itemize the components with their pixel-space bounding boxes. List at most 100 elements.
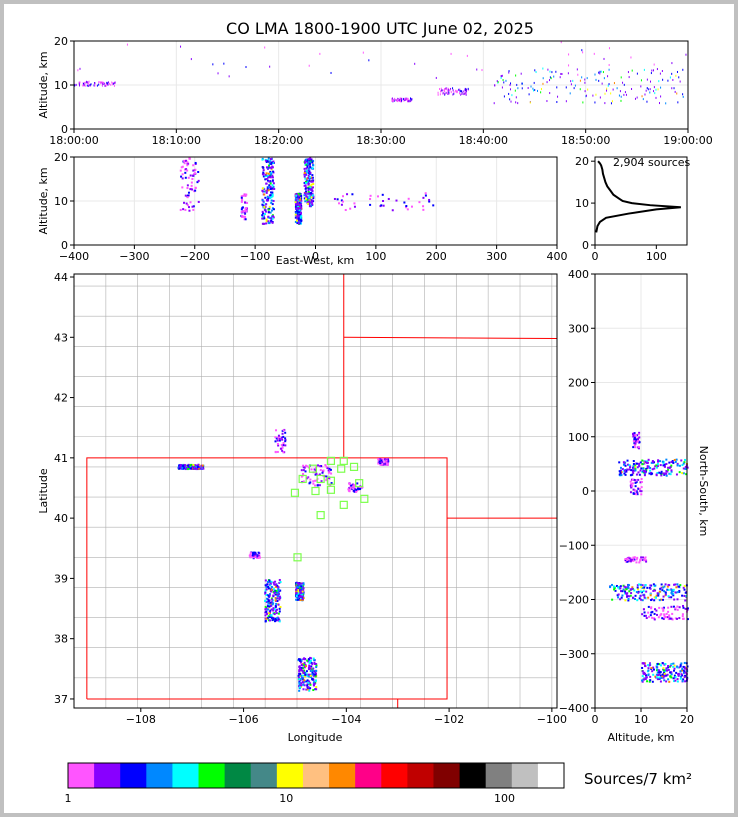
source-point xyxy=(272,216,275,219)
source-point xyxy=(643,68,645,71)
source-point xyxy=(264,46,266,49)
source-point xyxy=(268,160,271,163)
source-point xyxy=(274,617,277,620)
source-point xyxy=(303,175,306,178)
source-point xyxy=(272,609,275,612)
source-point xyxy=(269,170,272,173)
source-point xyxy=(297,192,300,195)
source-point xyxy=(674,679,677,682)
source-point xyxy=(294,205,297,208)
source-point xyxy=(681,594,684,597)
source-point xyxy=(584,78,586,81)
source-point xyxy=(681,464,684,467)
source-point xyxy=(382,199,385,202)
source-point xyxy=(295,588,298,591)
source-point xyxy=(659,671,662,674)
source-point xyxy=(302,469,305,472)
source-point xyxy=(509,88,511,91)
source-point xyxy=(264,620,267,623)
source-point xyxy=(308,164,311,167)
source-point xyxy=(647,605,650,608)
source-point xyxy=(676,617,679,620)
source-point xyxy=(282,442,285,445)
source-point xyxy=(282,429,285,432)
source-point xyxy=(602,71,604,74)
source-point xyxy=(658,102,660,105)
source-point xyxy=(302,678,305,681)
source-point xyxy=(381,193,384,196)
source-point xyxy=(624,599,627,602)
source-point xyxy=(187,176,190,179)
source-point xyxy=(450,52,452,55)
source-point xyxy=(660,676,663,679)
source-point xyxy=(646,586,649,589)
source-point xyxy=(581,76,583,79)
source-point xyxy=(669,675,672,678)
source-point xyxy=(256,554,259,557)
source-point xyxy=(447,93,449,96)
source-point xyxy=(298,673,301,676)
source-point xyxy=(514,89,516,92)
source-point xyxy=(316,484,319,487)
source-point xyxy=(296,194,299,197)
source-point xyxy=(674,591,677,594)
source-point xyxy=(673,667,676,670)
source-point xyxy=(640,480,643,483)
source-point xyxy=(448,92,450,95)
source-point xyxy=(409,97,411,100)
source-point xyxy=(653,612,656,615)
source-point xyxy=(629,560,632,563)
source-point xyxy=(655,88,657,91)
source-point xyxy=(303,684,306,687)
source-point xyxy=(645,559,648,562)
source-point xyxy=(663,590,666,593)
source-point xyxy=(635,561,638,564)
source-point xyxy=(312,482,315,485)
source-point xyxy=(630,469,633,472)
source-point xyxy=(670,617,673,620)
source-point xyxy=(649,679,652,682)
source-point xyxy=(662,461,665,464)
source-point xyxy=(651,616,654,619)
colorbar-swatch xyxy=(381,763,408,788)
source-point xyxy=(299,214,302,217)
source-point xyxy=(644,674,647,677)
plots: 18:00:00 18:10:00 18:20:00 18:30:00 18:40:00… xyxy=(37,35,713,744)
source-point xyxy=(673,669,676,672)
source-point xyxy=(307,666,310,669)
source-point xyxy=(632,462,635,465)
source-point xyxy=(108,82,110,85)
source-point xyxy=(655,464,658,467)
source-point xyxy=(306,659,309,662)
source-point xyxy=(308,172,311,175)
source-point xyxy=(300,659,303,662)
station-marker xyxy=(298,474,307,484)
source-point xyxy=(503,95,505,98)
source-point xyxy=(637,591,640,594)
source-point xyxy=(272,185,275,188)
panel-ew-altitude: −400 −300 −200 −100 0 100 200 300 40001020Altitu… xyxy=(37,151,568,267)
source-point xyxy=(308,675,311,678)
source-point xyxy=(644,461,647,464)
source-point xyxy=(674,675,677,678)
source-point xyxy=(244,194,247,197)
source-point xyxy=(570,80,572,83)
source-point xyxy=(298,591,301,594)
source-point xyxy=(455,90,457,93)
station-marker xyxy=(360,494,369,503)
source-point xyxy=(515,96,517,99)
source-point xyxy=(654,596,657,599)
source-point xyxy=(270,217,273,220)
source-point xyxy=(670,672,673,675)
source-point xyxy=(650,607,653,610)
source-point xyxy=(409,99,411,102)
source-point xyxy=(386,458,389,461)
source-point xyxy=(516,83,518,86)
source-point xyxy=(264,608,267,611)
source-point xyxy=(642,590,645,593)
source-point xyxy=(629,466,632,469)
source-point xyxy=(269,582,272,585)
source-point xyxy=(349,486,352,489)
source-point xyxy=(663,585,666,588)
source-point xyxy=(635,490,638,493)
